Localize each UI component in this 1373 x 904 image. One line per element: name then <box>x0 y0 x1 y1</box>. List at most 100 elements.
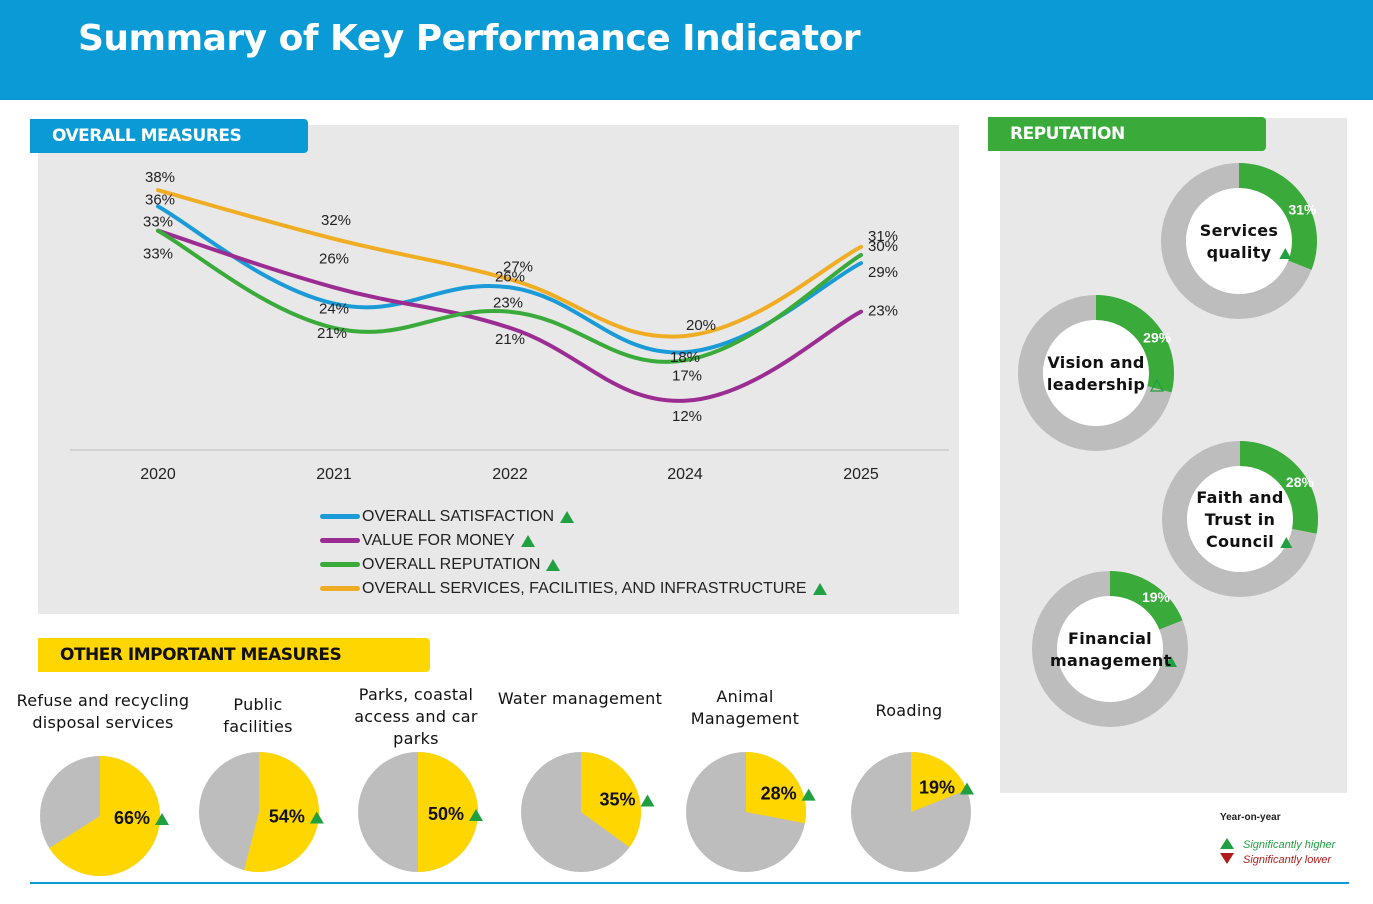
pie-slice <box>581 752 641 848</box>
up-arrow-icon <box>812 582 827 595</box>
legend-label: OVERALL SATISFACTION <box>362 508 555 525</box>
pie-value-label: 35% <box>599 789 635 809</box>
page-title: Summary of Key Performance Indicator <box>78 18 861 59</box>
other-measures-pies: 66% 54% 50% 35% 28% 19% <box>40 752 974 876</box>
donut-title-line: Financial <box>1068 629 1152 648</box>
pie-title-line: Parks, coastal <box>358 685 474 704</box>
donut-hole <box>1187 466 1293 572</box>
up-arrow-icon <box>309 811 324 824</box>
data-label: 33% <box>143 214 173 231</box>
data-label: 23% <box>868 303 898 320</box>
x-tick-label: 2021 <box>316 466 352 483</box>
donut-title-line: leadership <box>1046 375 1146 394</box>
up-arrow-icon <box>1279 248 1292 259</box>
legend-label: OVERALL SERVICES, FACILITIES, AND INFRAS… <box>362 580 807 597</box>
donut-title: Faith and Trust in Council <box>1180 487 1300 553</box>
pie-title-line: access and car <box>354 707 478 726</box>
donut-title-line: quality <box>1206 243 1272 262</box>
pie-title-line: Public <box>233 695 283 714</box>
donut-segment <box>1110 571 1183 630</box>
donut-title: Financial management <box>1050 628 1172 672</box>
up-arrow-icon <box>1165 656 1177 667</box>
bottom-rule <box>30 882 1349 884</box>
donut-segment <box>1239 163 1317 270</box>
series-line-1 <box>156 228 863 403</box>
legend-item: OVERALL SERVICES, FACILITIES, AND INFRAS… <box>320 577 827 601</box>
up-arrow-icon <box>546 558 561 571</box>
data-label: 32% <box>321 212 351 229</box>
donut-value-label: 31% <box>1288 202 1317 218</box>
pie-slice <box>911 752 967 812</box>
legend-swatch <box>320 586 360 592</box>
up-arrow-outline-icon <box>1149 378 1165 392</box>
overall-measures-line-chart: 2020 2021 2022 2024 2025 36% 24% 26% 18% 29% 33% 26… <box>70 169 949 483</box>
legend-item: OVERALL REPUTATION <box>320 553 827 577</box>
down-arrow-icon <box>1220 853 1234 864</box>
x-tick-label: 2020 <box>140 466 176 483</box>
donut-value-label: 28% <box>1286 474 1315 490</box>
data-label: 27% <box>503 258 533 275</box>
donut-hole <box>1043 320 1149 426</box>
other-measures-label: OTHER IMPORTANT MEASURES <box>38 638 430 672</box>
data-label: 20% <box>686 317 716 334</box>
pie-title: Parks, coastal access and car parks <box>316 684 516 750</box>
data-label: 21% <box>495 331 525 348</box>
data-label: 31% <box>868 228 898 245</box>
header-banner <box>0 0 1373 100</box>
pie-value-label: 54% <box>269 807 305 827</box>
series-line-3 <box>156 188 863 339</box>
legend-label: VALUE FOR MONEY <box>362 532 515 549</box>
up-arrow-icon <box>801 788 816 801</box>
data-label: 36% <box>145 191 175 208</box>
data-label: 30% <box>868 238 898 255</box>
pie-title-line: facilities <box>223 717 293 736</box>
legend-swatch <box>320 562 360 568</box>
donut-hole <box>1186 188 1292 294</box>
data-label: 33% <box>143 246 173 263</box>
donut-title-line: Services <box>1199 221 1279 240</box>
donut-title-line: management <box>1050 651 1172 670</box>
pie-slice <box>746 752 807 824</box>
donut-title-line: Trust in <box>1204 510 1276 529</box>
donut-title-line: Faith and <box>1196 488 1284 507</box>
pie-slice <box>244 752 319 873</box>
pie-slice <box>49 756 161 876</box>
donut-hole <box>1057 596 1163 702</box>
pie-slice <box>418 752 478 872</box>
pie-title-line: Roading <box>875 701 943 720</box>
pie-value-label: 28% <box>761 784 797 804</box>
line-chart-legend: OVERALL SATISFACTION VALUE FOR MONEY OVERA… <box>320 505 827 601</box>
pie-title-line: Animal <box>716 687 774 706</box>
donut-segment <box>1240 441 1318 534</box>
up-arrow-icon <box>959 782 974 795</box>
pie-value-label: 66% <box>114 808 150 828</box>
pie-value-label: 50% <box>428 804 464 824</box>
reputation-label: REPUTATION <box>988 117 1266 151</box>
yoy-key-lower-text: Significantly lower <box>1243 854 1332 866</box>
x-tick-label: 2022 <box>492 466 528 483</box>
yoy-key-higher-text: Significantly higher <box>1243 839 1336 851</box>
data-label: 18% <box>670 349 700 366</box>
legend-swatch <box>320 514 360 520</box>
data-label: 12% <box>672 408 702 425</box>
pie-title: Animal Management <box>645 686 845 730</box>
up-arrow-icon <box>640 794 655 807</box>
pie-title: Refuse and recycling disposal services <box>3 690 203 734</box>
data-label: 38% <box>145 169 175 186</box>
donut-title-line: Vision and <box>1047 353 1145 372</box>
donut-segment <box>1096 295 1174 393</box>
pie-title-line: Management <box>690 709 800 728</box>
up-arrow-icon <box>1280 537 1293 548</box>
data-label: 21% <box>317 325 347 342</box>
pie-title: Water management <box>480 688 680 710</box>
data-label: 26% <box>319 250 349 267</box>
donut-value-label: 19% <box>1142 589 1171 605</box>
legend-swatch <box>320 538 360 544</box>
up-arrow-icon <box>469 809 483 821</box>
donut-title: Vision and leadership <box>1036 352 1156 396</box>
pie-title: Roading <box>809 700 1009 722</box>
data-label: 26% <box>495 268 525 285</box>
overall-measures-panel <box>38 125 959 614</box>
legend-item: VALUE FOR MONEY <box>320 529 827 553</box>
x-tick-label: 2025 <box>843 466 879 483</box>
